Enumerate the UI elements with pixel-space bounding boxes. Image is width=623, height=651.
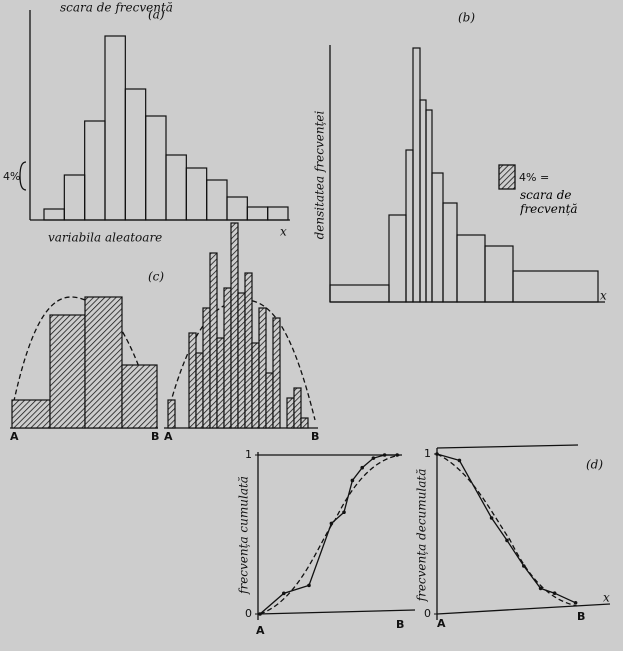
bar <box>11 399 51 429</box>
legend-value: 4% = <box>519 171 549 184</box>
line <box>436 453 576 604</box>
bar <box>244 272 253 429</box>
bar <box>230 222 239 429</box>
bar <box>84 296 123 429</box>
y-tick-label: 1 <box>245 448 252 461</box>
end-label: B <box>577 610 585 623</box>
bar <box>121 364 158 429</box>
bar <box>237 292 246 429</box>
bar <box>267 206 289 221</box>
scale-value: 4% <box>3 170 20 183</box>
panel-label: (c) <box>148 270 164 284</box>
bar <box>300 417 309 429</box>
point <box>505 538 509 543</box>
legend-label: scara de frecvență <box>520 188 578 216</box>
bar <box>49 314 86 429</box>
legend-box: scara de frecvență <box>520 188 578 216</box>
y-label: frecvența cumulată <box>237 476 251 595</box>
bar <box>286 397 295 429</box>
bar <box>209 252 218 429</box>
y-tick-label: 0 <box>424 607 431 620</box>
point <box>307 583 311 588</box>
x-label: variabila aleatoare <box>48 231 162 245</box>
start-label: A <box>256 624 265 637</box>
bar <box>272 317 281 429</box>
point <box>573 601 578 605</box>
x-end: x <box>280 225 287 239</box>
panel-label: (b) <box>458 11 475 25</box>
point <box>538 586 543 591</box>
point <box>395 453 400 457</box>
end-label: B <box>311 430 319 443</box>
point <box>457 458 462 463</box>
panel-label: (d) <box>586 458 603 472</box>
bar <box>195 352 204 429</box>
point <box>522 564 526 568</box>
bar <box>293 387 302 429</box>
point <box>350 478 355 483</box>
bar <box>202 307 211 429</box>
bar <box>216 337 225 429</box>
point <box>258 612 262 616</box>
start-label: A <box>10 430 19 443</box>
point <box>282 591 286 596</box>
point <box>552 591 557 595</box>
bar <box>512 270 599 303</box>
bar <box>223 287 232 429</box>
point <box>360 465 365 470</box>
point <box>329 521 334 526</box>
scale-label: scara de frecvență <box>60 1 173 15</box>
bar <box>188 332 197 429</box>
y-tick-label: 0 <box>245 607 252 620</box>
end-label: B <box>151 430 159 443</box>
point <box>382 453 387 457</box>
x-end: x <box>603 591 610 605</box>
y-label: densitatea frecvenței <box>313 110 327 239</box>
start-label: A <box>437 617 446 630</box>
bar <box>251 342 260 429</box>
point <box>489 516 494 520</box>
end-label: B <box>396 618 404 631</box>
y-tick-label: 1 <box>424 447 431 460</box>
bar <box>258 307 267 429</box>
start-label: A <box>164 430 173 443</box>
bar <box>265 372 274 429</box>
y-label: frecvența decumulată <box>415 469 429 603</box>
x-end: x <box>600 289 607 303</box>
point <box>371 456 376 460</box>
bar <box>167 399 176 429</box>
line <box>259 454 398 615</box>
panel-label: (a) <box>148 8 165 22</box>
point <box>342 510 346 515</box>
